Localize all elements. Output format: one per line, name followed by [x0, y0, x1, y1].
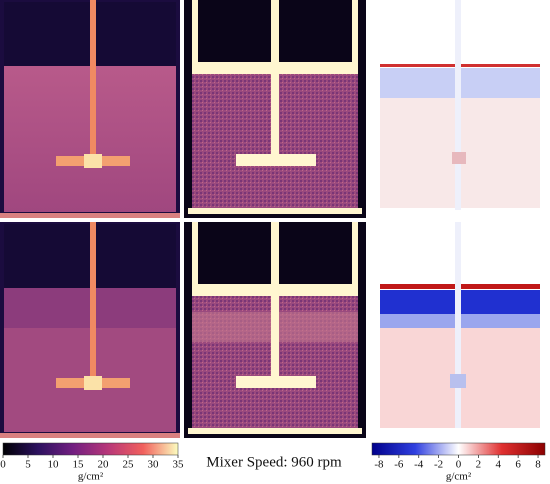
colorbar-label: g/cm² [78, 471, 104, 483]
tick-label: 20 [98, 459, 110, 471]
tick-label: 8 [535, 459, 541, 471]
normalized-panel [184, 0, 366, 218]
tick-label: 25 [123, 459, 135, 471]
tick-label: 10 [48, 459, 60, 471]
tick-label: -6 [394, 459, 404, 471]
normalized-panel [184, 222, 366, 438]
colorbar [371, 442, 546, 456]
difference-panel [370, 222, 550, 438]
tick-label: -2 [434, 459, 443, 471]
tick-label: 2 [476, 459, 482, 471]
tick-label: 35 [173, 459, 185, 471]
tick-label: -4 [414, 459, 424, 471]
density-panel [0, 222, 180, 438]
tick-label: 15 [73, 459, 85, 471]
tick-label: 6 [515, 459, 521, 471]
tick-label: 30 [148, 459, 160, 471]
tick-label: 5 [25, 459, 31, 471]
tick-label: 0 [456, 459, 462, 471]
tick-label: 4 [496, 459, 502, 471]
density-panel [0, 0, 180, 218]
colorbar [2, 442, 179, 456]
tick-label: 0 [0, 459, 6, 471]
caption: Mixer Speed: 960 rpm [206, 454, 342, 470]
tick-label: -8 [374, 459, 384, 471]
colorbar-label: g/cm² [446, 471, 472, 483]
difference-panel [370, 0, 550, 218]
